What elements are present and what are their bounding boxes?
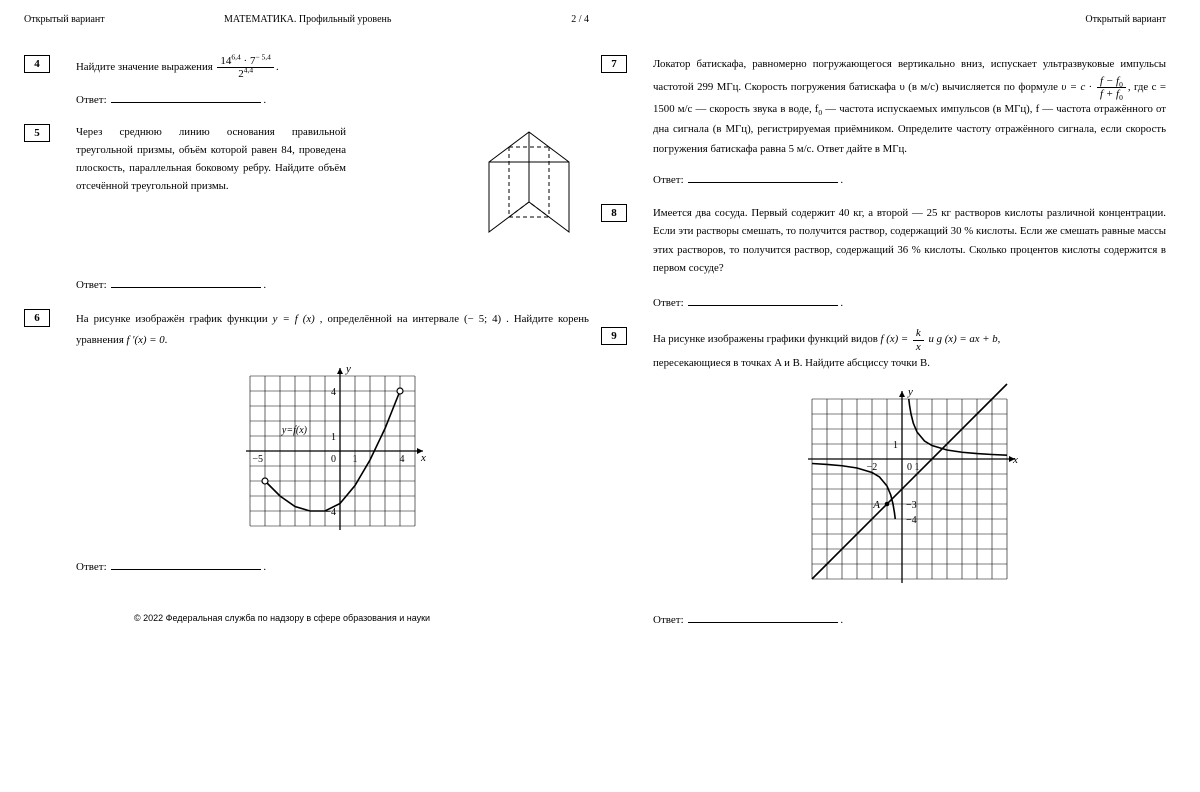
answer-blank xyxy=(111,92,261,103)
header-variant: Открытый вариант xyxy=(24,14,224,25)
answer-blank xyxy=(688,295,838,306)
task-9: 9 На рисунке изображены графики функций … xyxy=(601,327,1166,626)
header-subject: МАТЕМАТИКА. Профильный уровень xyxy=(224,14,529,25)
fraction: f − f0 f + f0 xyxy=(1097,75,1126,100)
task-body: Через среднюю линию основания правильной… xyxy=(76,124,589,249)
header-page: 2 / 4 xyxy=(529,14,589,25)
page-left: Открытый вариант МАТЕМАТИКА. Профильный … xyxy=(24,14,589,644)
task-body: На рисунке изображены графики функций ви… xyxy=(653,327,1166,373)
svg-text:y=f(x): y=f(x) xyxy=(281,425,308,436)
svg-text:4: 4 xyxy=(400,454,405,465)
answer-blank xyxy=(688,172,838,183)
text: Через среднюю линию основания правильной… xyxy=(76,124,346,195)
task-body: Найдите значение выражения 146,4 · 7− 5,… xyxy=(76,55,589,80)
task-7: 7 Локатор батискафа, равномерно погружаю… xyxy=(601,55,1166,186)
task-number: 8 xyxy=(601,204,627,222)
graph-9: yx01−21−3−4A xyxy=(653,381,1166,600)
svg-text:4: 4 xyxy=(331,387,336,398)
svg-text:1: 1 xyxy=(331,432,336,443)
task-number: 6 xyxy=(24,309,50,327)
svg-text:−3: −3 xyxy=(906,500,917,511)
answer-blank xyxy=(111,559,261,570)
task-number: 9 xyxy=(601,327,627,345)
task-number: 4 xyxy=(24,55,50,73)
svg-text:y: y xyxy=(345,363,351,375)
svg-text:1: 1 xyxy=(353,454,358,465)
graph-6: yx014−514−4y=f(x) xyxy=(76,358,589,547)
task-body: Имеется два сосуда. Первый содержит 40 к… xyxy=(653,204,1166,277)
answer-line: Ответ: . xyxy=(76,92,589,106)
page-right: Открытый вариант 7 Локатор батискафа, ра… xyxy=(601,14,1166,644)
svg-text:A: A xyxy=(872,499,880,511)
task-body: На рисунке изображён график функции y = … xyxy=(76,309,589,350)
svg-text:x: x xyxy=(1012,454,1018,466)
svg-text:0: 0 xyxy=(331,454,336,465)
answer-blank xyxy=(111,277,261,288)
task-6: 6 На рисунке изображён график функции y … xyxy=(24,309,589,573)
task-4: 4 Найдите значение выражения 146,4 · 7− … xyxy=(24,55,589,106)
answer-line: Ответ: . xyxy=(76,277,589,291)
page-header-right: Открытый вариант xyxy=(601,14,1166,25)
answer-line: Ответ: . xyxy=(653,172,1166,186)
task-5: 5 xyxy=(24,124,589,291)
task-8: 8 Имеется два сосуда. Первый содержит 40… xyxy=(601,204,1166,309)
task-number: 7 xyxy=(601,55,627,73)
svg-text:x: x xyxy=(420,452,426,464)
prism-figure xyxy=(469,124,589,249)
task-number: 5 xyxy=(24,124,50,142)
answer-line: Ответ: . xyxy=(76,559,589,573)
answer-line: Ответ: . xyxy=(653,612,1166,626)
footer-copyright: © 2022 Федеральная служба по надзору в с… xyxy=(134,613,589,623)
svg-text:1: 1 xyxy=(893,440,898,451)
svg-text:−5: −5 xyxy=(252,454,263,465)
fraction: 146,4 · 7− 5,4 24,4 xyxy=(217,55,274,80)
task-body: Локатор батискафа, равномерно погружающе… xyxy=(653,55,1166,160)
text: Найдите значение выражения xyxy=(76,61,215,73)
answer-line: Ответ: . xyxy=(653,295,1166,309)
svg-text:−4: −4 xyxy=(906,515,917,526)
page-header-left: Открытый вариант МАТЕМАТИКА. Профильный … xyxy=(24,14,589,25)
svg-text:0: 0 xyxy=(907,462,912,473)
svg-text:y: y xyxy=(907,386,913,398)
answer-blank xyxy=(688,612,838,623)
